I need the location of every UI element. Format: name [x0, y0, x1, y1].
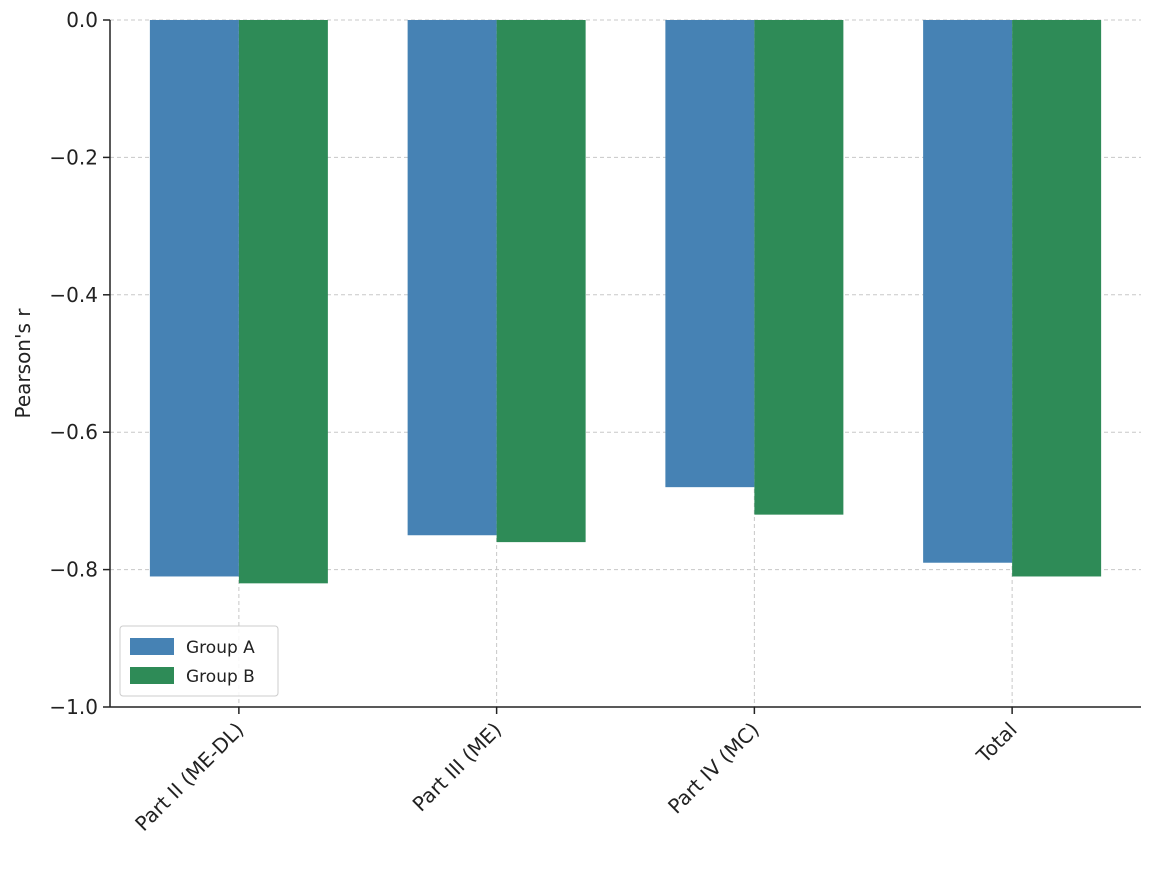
y-tick-label: −0.8: [49, 558, 98, 582]
y-tick-label: −0.6: [49, 420, 98, 444]
y-tick-label: −1.0: [49, 695, 98, 719]
y-tick-label: −0.2: [49, 145, 98, 169]
legend-label: Group A: [186, 638, 255, 658]
bar-group-b: [238, 20, 328, 584]
x-tick-label: Part IV (MC): [663, 718, 764, 819]
bar-group-a: [665, 20, 755, 488]
legend-swatch: [130, 667, 174, 684]
legend: Group A Group B: [119, 625, 279, 697]
bar-group-b: [496, 20, 586, 543]
legend-label: Group B: [186, 667, 255, 687]
axes-layer: [109, 20, 1141, 708]
legend-swatch: [130, 638, 174, 655]
bars-layer: [149, 20, 1102, 584]
y-ticks: 0.0 −0.2 −0.4 −0.6 −0.8 −1.0: [49, 8, 110, 719]
y-tick-label: −0.4: [49, 283, 98, 307]
x-ticks: Part II (ME-DL) Part III (ME) Part IV (MC)…: [130, 707, 1022, 836]
x-tick-label: Total: [971, 718, 1022, 769]
bar-group-a: [407, 20, 497, 536]
x-tick-label: Part III (ME): [408, 718, 507, 817]
bar-group-a: [149, 20, 239, 577]
bar-group-a: [923, 20, 1013, 563]
y-axis-title: Pearson's r: [11, 308, 35, 419]
bar-group-b: [754, 20, 844, 515]
x-tick-label: Part II (ME-DL): [130, 718, 248, 836]
bar-group-b: [1012, 20, 1102, 577]
y-tick-label: 0.0: [66, 8, 98, 32]
